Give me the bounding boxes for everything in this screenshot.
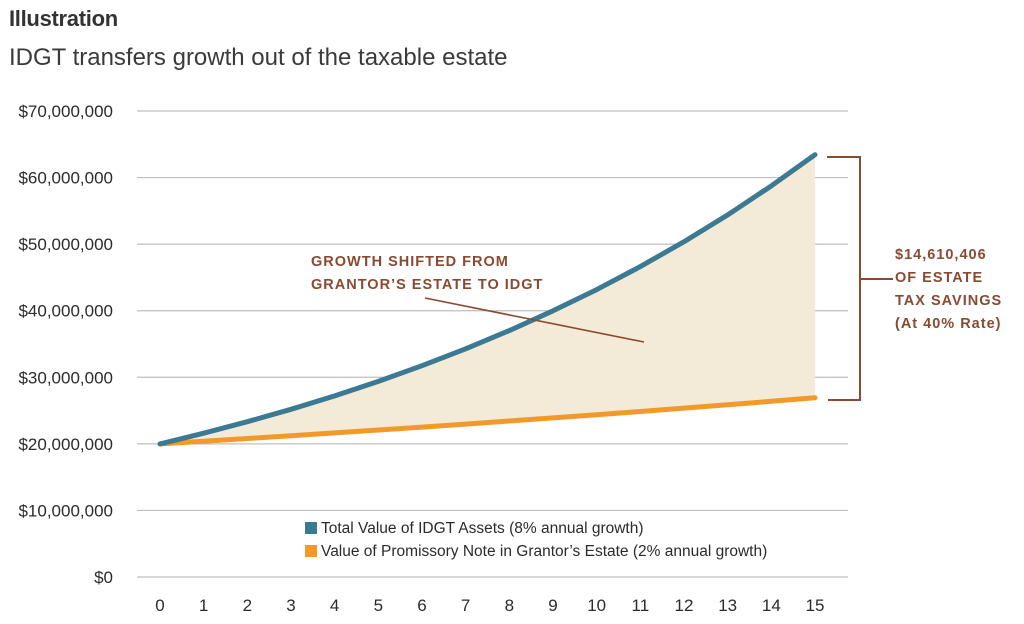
x-tick-label: 15	[806, 596, 825, 615]
x-tick-label: 3	[286, 596, 295, 615]
legend-swatch-note	[305, 545, 317, 557]
x-tick-label: 8	[505, 596, 514, 615]
x-tick-label: 12	[675, 596, 694, 615]
legend-label-idgt: Total Value of IDGT Assets (8% annual gr…	[321, 520, 644, 537]
y-tick-label: $50,000,000	[18, 235, 113, 254]
legend: Total Value of IDGT Assets (8% annual gr…	[305, 520, 767, 560]
legend-swatch-idgt	[305, 522, 317, 534]
series-line-idgt	[157, 152, 818, 447]
x-tick-label: 14	[762, 596, 781, 615]
series-line-note	[157, 395, 818, 447]
x-tick-label: 1	[199, 596, 208, 615]
y-axis-ticks: $0 $10,000,000 $20,000,000 $30,000,000 $40,0…	[18, 102, 113, 587]
legend-label-note: Value of Promissory Note in Grantor’s Es…	[321, 543, 767, 560]
x-tick-label: 4	[330, 596, 339, 615]
annotation-savings-line2: OF ESTATE	[895, 270, 983, 286]
annotation-savings-amount: $14,610,406	[895, 247, 987, 263]
annotation-savings-line3: TAX SAVINGS	[895, 293, 1002, 309]
y-tick-label: $20,000,000	[18, 435, 113, 454]
y-tick-label: $60,000,000	[18, 169, 113, 188]
growth-shifted-area	[160, 154, 815, 444]
x-tick-label: 11	[632, 596, 650, 615]
x-tick-label: 13	[718, 596, 737, 615]
x-tick-label: 10	[587, 596, 606, 615]
y-tick-label: $0	[94, 568, 113, 587]
x-tick-label: 7	[461, 596, 470, 615]
y-tick-label: $30,000,000	[18, 368, 113, 387]
chart-subtitle: IDGT transfers growth out of the taxable…	[9, 44, 508, 71]
chart-heading: Illustration	[9, 6, 118, 31]
x-axis-ticks: 0 1 2 3 4 5 6 7 8 9 10 11 12 13 14 15	[155, 596, 824, 615]
y-tick-label: $10,000,000	[18, 501, 113, 520]
savings-bracket	[827, 156, 893, 401]
annotation-savings-line4: (At 40% Rate)	[895, 316, 1001, 332]
x-tick-label: 5	[374, 596, 383, 615]
x-tick-label: 2	[243, 596, 252, 615]
annotation-pointer-line	[424, 297, 645, 343]
annotation-growth-line2: GRANTOR’S ESTATE TO IDGT	[311, 277, 543, 293]
x-tick-label: 6	[417, 596, 426, 615]
annotation-growth-line1: GROWTH SHIFTED FROM	[311, 254, 509, 270]
y-tick-label: $70,000,000	[18, 102, 113, 121]
y-tick-label: $40,000,000	[18, 302, 113, 321]
x-tick-label: 0	[155, 596, 164, 615]
x-tick-label: 9	[548, 596, 557, 615]
data-points	[159, 154, 816, 444]
